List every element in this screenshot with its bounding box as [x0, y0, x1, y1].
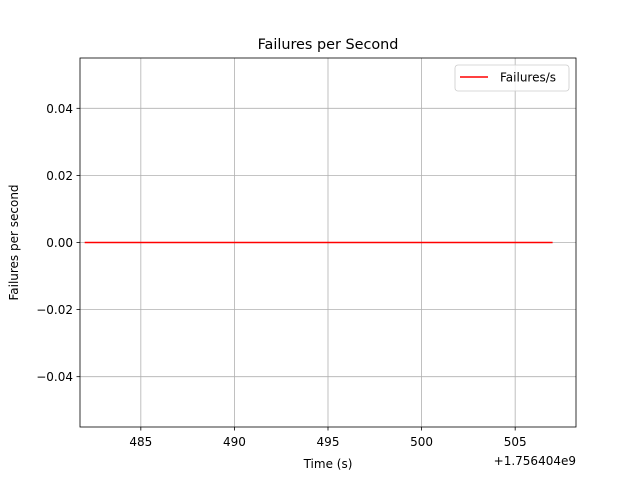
y-tick-label: 0.04	[46, 102, 73, 116]
x-axis-label: Time (s)	[303, 457, 353, 471]
y-tick-label: −0.04	[36, 370, 73, 384]
legend-box	[454, 64, 570, 92]
y-tick-label: 0.00	[46, 236, 73, 250]
x-axis-offset-label: +1.756404e9	[494, 454, 576, 468]
y-axis-ticks: −0.04 −0.02 0.00 0.02 0.04	[36, 102, 80, 384]
legend: Failures/s	[454, 64, 570, 92]
x-tick-label: 500	[410, 435, 433, 449]
y-axis-label: Failures per second	[7, 184, 21, 300]
chart-title: Failures per Second	[258, 37, 399, 53]
y-tick-label: 0.02	[46, 169, 73, 183]
x-tick-label: 495	[317, 435, 340, 449]
x-axis-ticks: 485 490 495 500 505	[129, 427, 527, 449]
x-tick-label: 485	[129, 435, 152, 449]
y-tick-label: −0.02	[36, 303, 73, 317]
x-tick-label: 505	[504, 435, 527, 449]
legend-label-failures: Failures/s	[500, 71, 556, 85]
x-tick-label: 490	[223, 435, 246, 449]
